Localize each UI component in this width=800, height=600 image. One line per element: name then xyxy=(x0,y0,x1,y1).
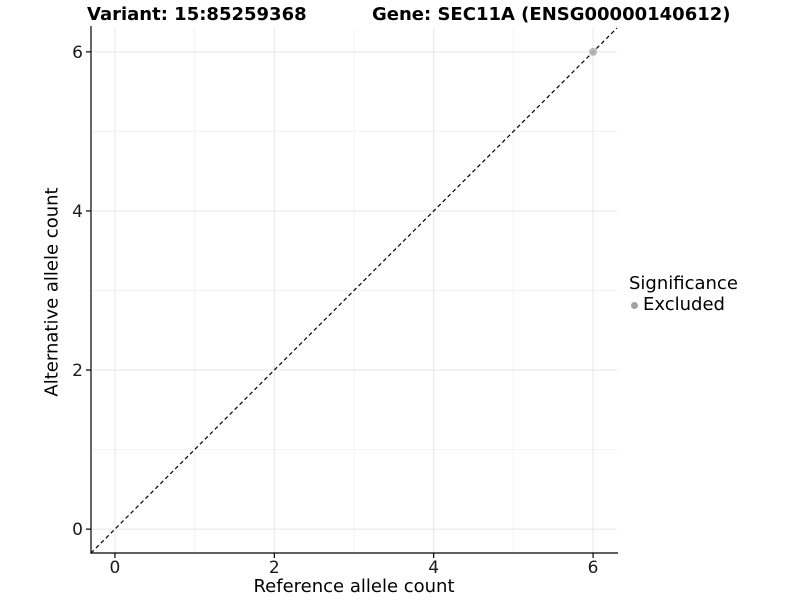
legend-item-label: Excluded xyxy=(643,294,725,315)
legend: Significance Excluded xyxy=(629,273,738,315)
x-axis-title: Reference allele count xyxy=(253,576,455,597)
data-point xyxy=(589,47,598,56)
gene-title: Gene: SEC11A (ENSG00000140612) xyxy=(372,4,731,25)
variant-title: Variant: 15:85259368 xyxy=(87,4,307,25)
x-tick-label: 2 xyxy=(269,558,280,578)
y-tick-label: 0 xyxy=(72,520,83,540)
y-tick-label: 2 xyxy=(72,361,83,381)
excluded-point-icon xyxy=(631,301,638,309)
identity-line xyxy=(90,27,618,554)
x-tick-label: 6 xyxy=(588,558,599,578)
legend-title: Significance xyxy=(629,273,738,294)
x-tick-label: 0 xyxy=(109,558,120,578)
legend-item-excluded: Excluded xyxy=(629,295,738,315)
x-tick-label: 4 xyxy=(428,558,439,578)
y-tick-label: 6 xyxy=(72,43,83,63)
y-axis-title: Alternative allele count xyxy=(41,187,63,397)
y-tick-label: 4 xyxy=(72,202,83,222)
